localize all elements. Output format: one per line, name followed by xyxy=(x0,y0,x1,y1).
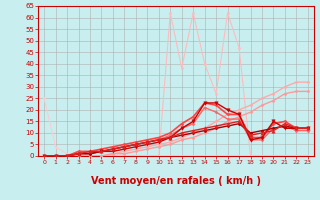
X-axis label: Vent moyen/en rafales ( km/h ): Vent moyen/en rafales ( km/h ) xyxy=(91,176,261,186)
